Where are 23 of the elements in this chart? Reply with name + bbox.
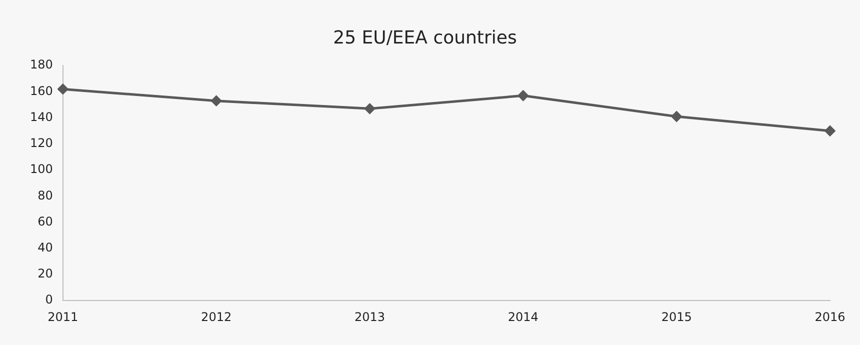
point [518, 90, 529, 102]
y-tick-label: 0 [45, 292, 53, 307]
y-tick-label: 40 [38, 240, 53, 255]
point [210, 95, 222, 106]
point [364, 103, 376, 114]
y-tick-label: 60 [38, 214, 53, 228]
x-tick-label: 2011 [48, 310, 78, 324]
y-tick-label: 120 [30, 136, 53, 150]
y-tick-label: 160 [30, 84, 53, 98]
x-tick-label: 2015 [661, 310, 692, 324]
x-tick-label: 2016 [814, 310, 846, 324]
point [671, 111, 682, 122]
x-tick-label: 2013 [354, 310, 386, 324]
x-tick-label: 2012 [201, 310, 232, 324]
y-tick-label: 180 [30, 58, 53, 72]
x-tick-label: 2014 [508, 310, 538, 324]
y-tick-label: 20 [38, 266, 53, 281]
chart-title: 25 EU/EEA countries [333, 27, 517, 48]
y-tick-label: 100 [30, 162, 53, 176]
y-tick-label: 80 [38, 188, 53, 202]
point [824, 125, 836, 136]
point [57, 84, 68, 95]
y-tick-label: 140 [30, 110, 53, 124]
